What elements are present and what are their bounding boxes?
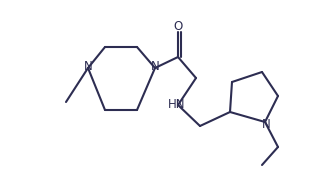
Text: N: N [84,61,92,73]
Text: N: N [262,118,270,130]
Text: N: N [151,61,159,73]
Text: O: O [173,21,183,33]
Text: HN: HN [168,98,186,110]
